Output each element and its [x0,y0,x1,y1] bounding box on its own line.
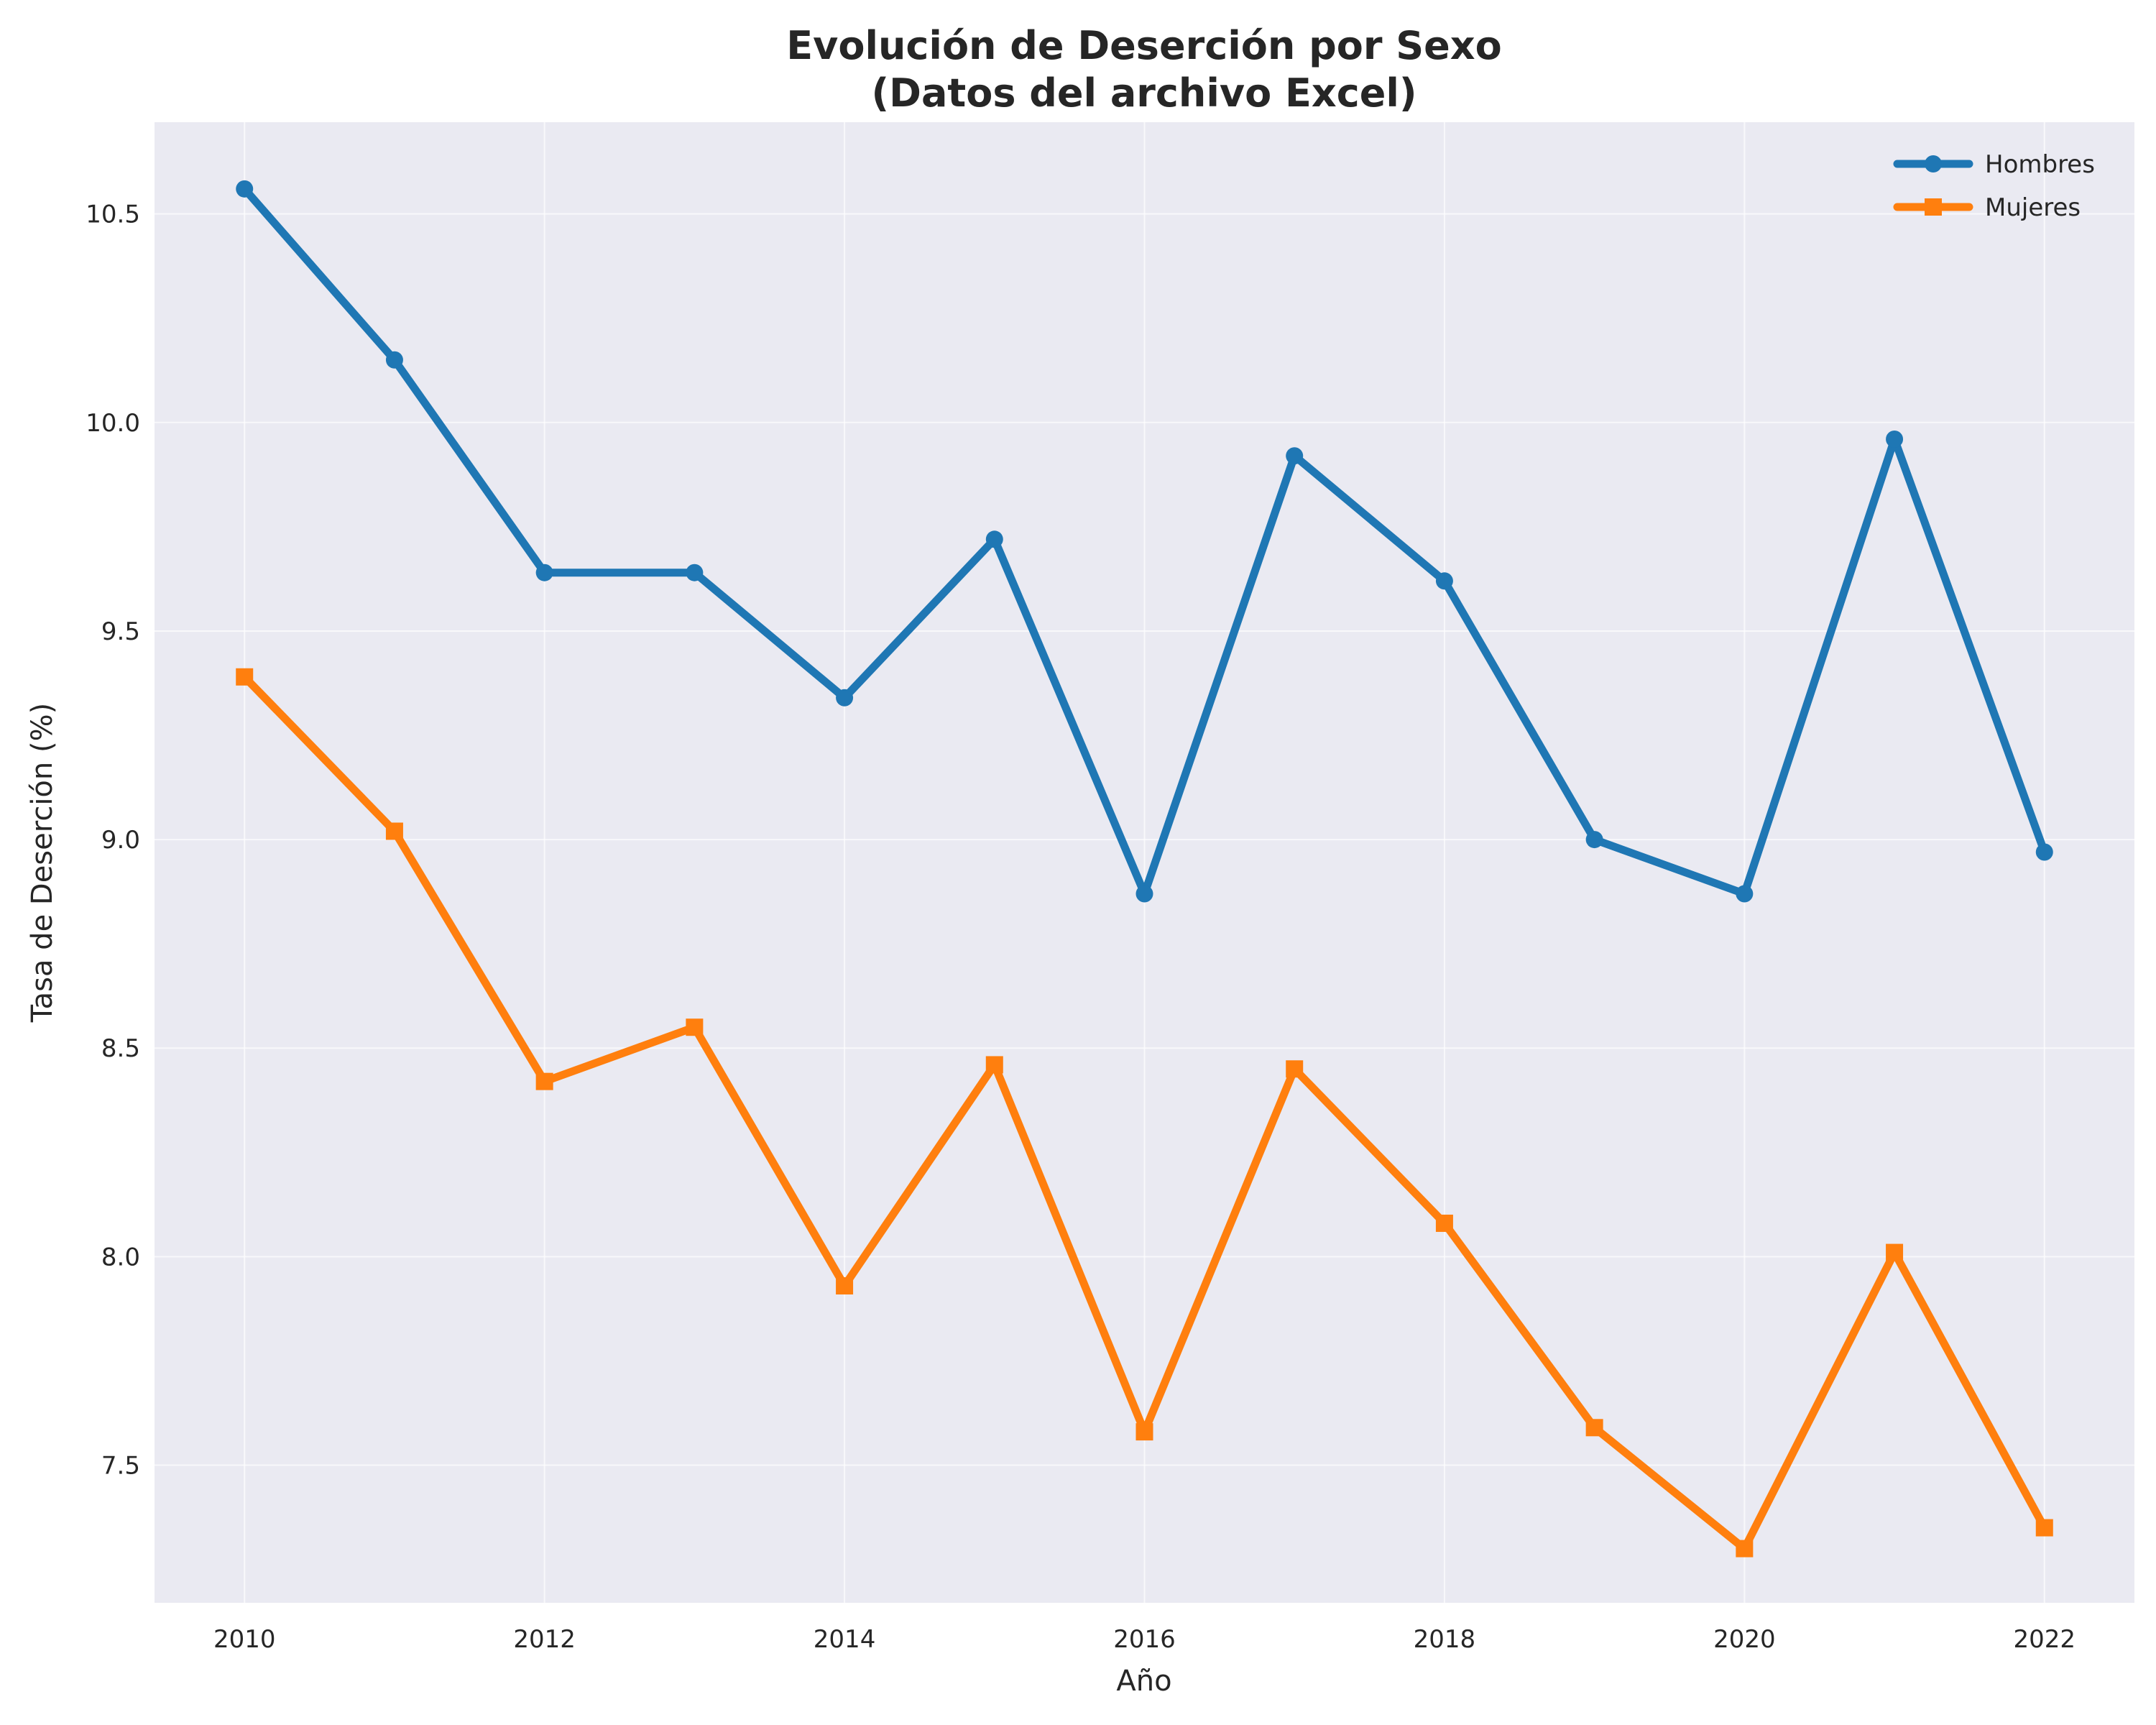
data-point-mujeres [535,1072,553,1090]
y-tick-label: 9.5 [101,617,140,646]
data-point-mujeres [1585,1419,1603,1437]
x-tick-label: 2014 [814,1625,876,1654]
data-point-mujeres [836,1276,854,1294]
data-point-hombres [836,689,854,707]
data-point-hombres [686,564,704,581]
data-point-hombres [985,530,1003,548]
y-tick-label: 8.0 [101,1243,140,1271]
legend-marker-hombres [1925,155,1942,172]
x-tick-label: 2016 [1113,1625,1176,1654]
data-point-mujeres [1435,1214,1453,1232]
y-tick-label: 10.0 [86,409,140,438]
x-axis-label: Año [1116,1665,1171,1698]
y-tick-label: 8.5 [101,1034,140,1063]
data-point-hombres [1135,885,1153,903]
grid [155,122,2134,1603]
data-point-mujeres [686,1018,704,1036]
chart-title-line1: Evolución de Deserción por Sexo [786,23,1501,68]
data-point-hombres [1286,447,1304,465]
y-tick-label: 7.5 [101,1452,140,1481]
y-axis-label: Tasa de Deserción (%) [26,703,59,1023]
data-point-mujeres [985,1056,1003,1074]
data-point-hombres [385,351,403,369]
y-tick-label: 10.5 [86,201,140,229]
data-point-mujeres [1286,1060,1304,1078]
series-layer [236,180,2053,1558]
data-point-mujeres [1736,1540,1754,1558]
data-point-hombres [1585,831,1603,849]
x-tick-label: 2010 [213,1625,276,1654]
legend: Hombres Mujeres [1893,150,2095,222]
data-point-hombres [1435,572,1453,590]
data-point-hombres [535,564,553,581]
x-tick-label: 2022 [2014,1625,2076,1654]
data-point-hombres [2035,843,2053,861]
tick-labels: 2010 2012 2014 2016 2018 2020 2022 7.5 8.0 8.5 9.0… [86,201,2076,1654]
legend-marker-mujeres [1925,198,1942,216]
x-tick-label: 2018 [1414,1625,1476,1654]
data-point-mujeres [1886,1243,1904,1261]
data-point-hombres [1736,885,1754,903]
data-point-mujeres [236,668,254,686]
y-tick-label: 9.0 [101,826,140,855]
legend-label-hombres: Hombres [1985,150,2095,179]
chart-title-line2: (Datos del archivo Excel) [871,70,1416,116]
data-point-hombres [236,180,254,198]
legend-label-mujeres: Mujeres [1985,193,2081,222]
data-point-mujeres [2035,1519,2053,1537]
data-point-mujeres [385,822,403,840]
data-point-hombres [1886,431,1904,448]
x-tick-label: 2012 [513,1625,576,1654]
x-tick-label: 2020 [1713,1625,1776,1654]
data-point-mujeres [1135,1423,1153,1441]
